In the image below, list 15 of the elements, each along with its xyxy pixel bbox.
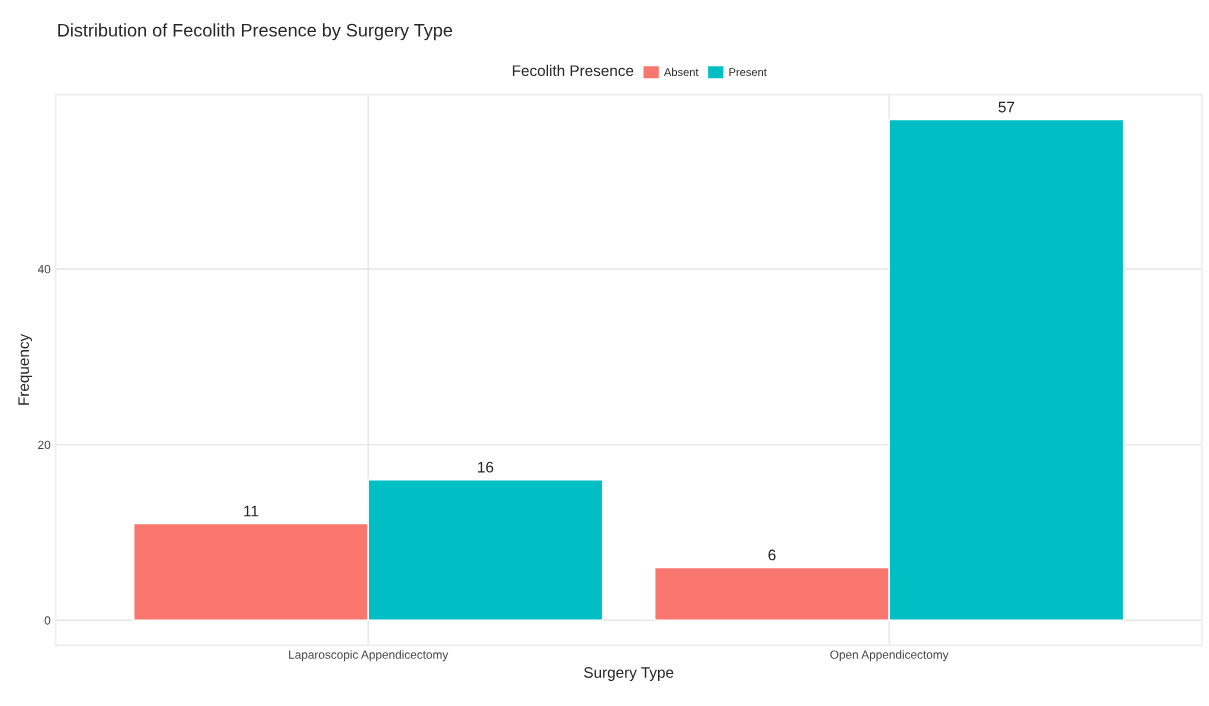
legend-title: Fecolith Presence [512,64,634,77]
x-axis-title: Surgery Type [584,667,674,681]
x-tick-label: Open Appendicectomy [830,650,949,662]
data-label: 6 [768,549,776,561]
data-label: 57 [998,101,1015,113]
data-label: 16 [478,461,494,473]
y-tick-label: 0 [44,616,51,625]
data-label: 11 [244,505,259,517]
y-tick-label: 40 [37,264,51,274]
legend-label: Absent [663,67,699,77]
x-tick-label: Laparoscopic Appendicectomy [289,650,449,662]
y-tick-label: 20 [38,440,51,449]
legend-label: Present [729,68,767,77]
y-axis-title: Frequency [18,333,33,405]
chart-title: Distribution of Fecolith Presence by Surgery Type [58,23,453,41]
